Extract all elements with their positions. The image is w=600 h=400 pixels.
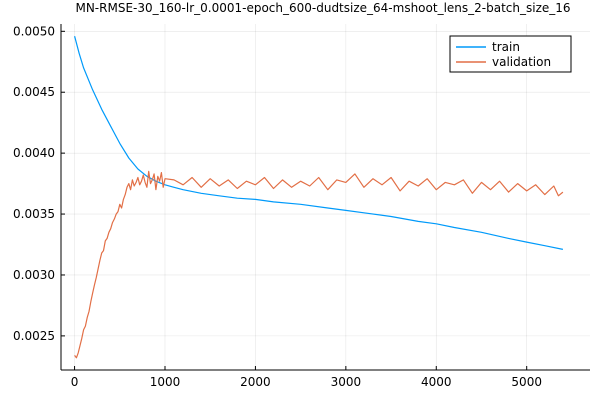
- x-tick-label: 4000: [421, 375, 452, 389]
- y-tick-label: 0.0030: [13, 268, 55, 282]
- train-series-line: [74, 36, 564, 250]
- y-tick-label: 0.0045: [13, 85, 55, 99]
- grid: [61, 24, 590, 370]
- series-lines: [74, 36, 564, 359]
- train-legend-label: train: [492, 40, 520, 54]
- chart-title: MN-RMSE-30_160-lr_0.0001-epoch_600-dudts…: [75, 1, 570, 15]
- x-tick-label: 0: [71, 375, 79, 389]
- axes: 0 1000 2000 3000 4000 5000 0.0025 0.0030 0.0035 0…: [13, 24, 590, 389]
- legend-box: [449, 35, 572, 73]
- validation-series-line: [74, 170, 564, 359]
- validation-legend-label: validation: [492, 55, 551, 69]
- x-tick-label: 1000: [150, 375, 181, 389]
- x-tick-label: 2000: [240, 375, 271, 389]
- y-tick-label: 0.0035: [13, 207, 55, 221]
- y-tick-label: 0.0050: [13, 24, 55, 38]
- x-tick-label: 5000: [511, 375, 542, 389]
- y-tick-label: 0.0040: [13, 146, 55, 160]
- y-tick-label: 0.0025: [13, 329, 55, 343]
- x-tick-label: 3000: [331, 375, 362, 389]
